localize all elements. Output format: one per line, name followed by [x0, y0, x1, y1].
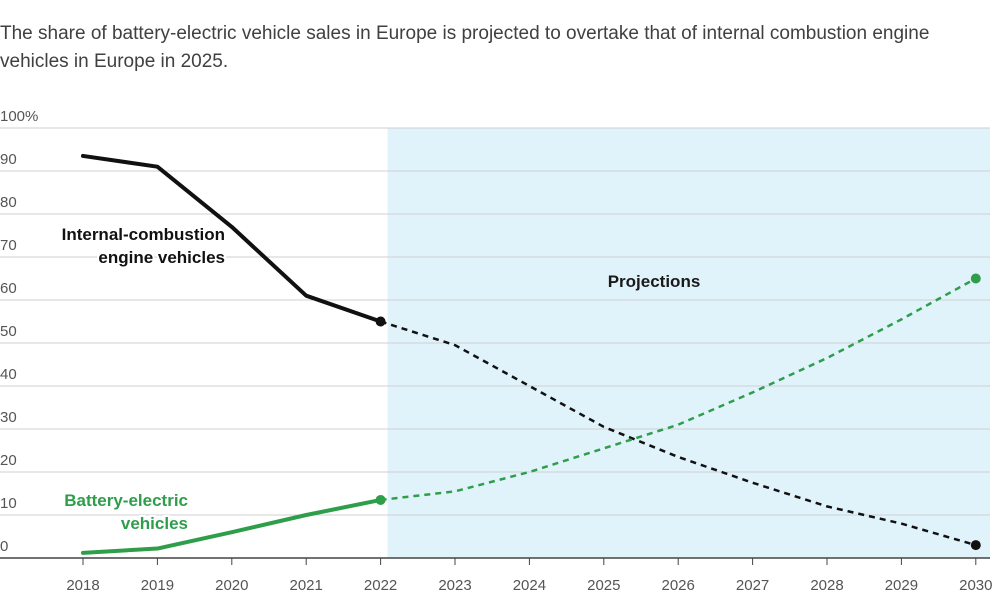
y-tick-label: 70 [0, 237, 17, 254]
x-tick-label: 2023 [438, 577, 471, 594]
series-0-label-line-1: Internal-combustion [62, 225, 225, 244]
y-tick-label: 40 [0, 366, 17, 383]
x-tick-label: 2026 [662, 577, 695, 594]
series-1-projected-line [380, 277, 977, 502]
x-tick-label: 2028 [810, 577, 843, 594]
x-tick-label: 2029 [885, 577, 918, 594]
x-tick-label: 2018 [66, 577, 99, 594]
series-0-actual-line [81, 153, 383, 324]
series-1-actual-line [81, 497, 383, 555]
y-tick-label: 20 [0, 452, 17, 469]
series-0-label-line-2: engine vehicles [98, 248, 225, 267]
y-tick-label: 90 [0, 151, 17, 168]
x-tick-label: 2027 [736, 577, 769, 594]
x-tick-label: 2019 [141, 577, 174, 594]
y-tick-label: 30 [0, 409, 17, 426]
series-0-marker-last-actual [375, 316, 386, 327]
y-tick-label: 60 [0, 280, 17, 297]
x-tick-label: 2020 [215, 577, 248, 594]
x-tick-label: 2024 [513, 577, 546, 594]
x-tick-label: 2025 [587, 577, 620, 594]
y-tick-label: 100% [0, 108, 38, 125]
subtitle-line-1: The share of battery-electric vehicle sa… [0, 23, 930, 44]
series-1-label-line-1: Battery-electric [64, 491, 188, 510]
x-tick-label: 2021 [290, 577, 323, 594]
y-tick-label: 10 [0, 495, 17, 512]
projections-label: Projections [608, 272, 701, 291]
x-tick-label: 2030 [959, 577, 992, 594]
series-1-marker-end [970, 273, 981, 284]
subtitle-line-2: vehicles in Europe in 2025. [0, 51, 229, 72]
x-tick-label: 2022 [364, 577, 397, 594]
y-tick-label: 0 [0, 538, 8, 555]
chart-subtitle: The share of battery-electric vehicle sa… [0, 20, 1000, 76]
y-tick-label: 50 [0, 323, 17, 340]
series-1-label-line-2: vehicles [121, 514, 188, 533]
series-1-marker-last-actual [375, 494, 386, 505]
y-tick-label: 80 [0, 194, 17, 211]
series-0-marker-end [970, 540, 981, 551]
